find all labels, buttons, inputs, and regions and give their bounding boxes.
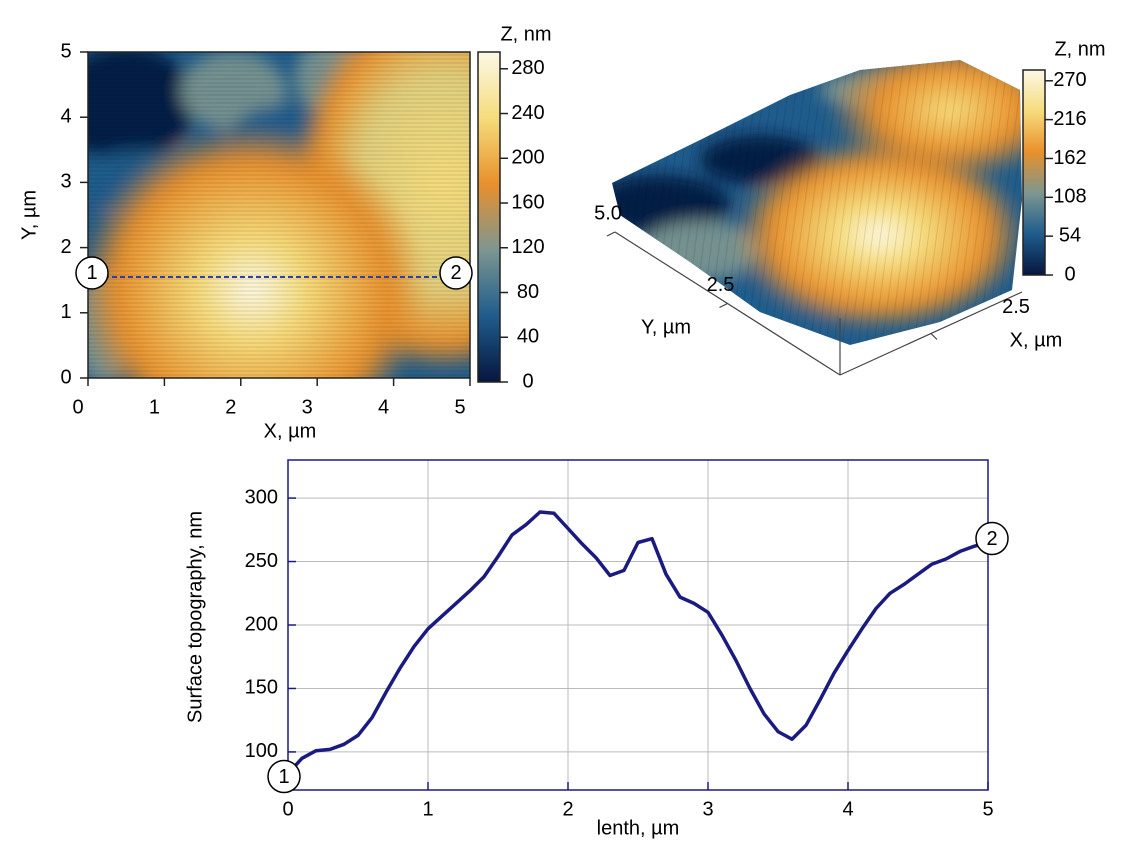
y-axis-label: Y, µm — [641, 316, 691, 338]
x-tick-label: 3 — [702, 798, 713, 820]
colorbar-title: Z, nm — [500, 23, 551, 45]
x-tick-label: 2.5 — [1002, 296, 1030, 318]
colorbar-tick-label: 54 — [1059, 224, 1081, 246]
colorbar-tick-label: 108 — [1053, 186, 1086, 208]
point-label: 2 — [450, 262, 461, 284]
afm-surface — [560, 40, 1072, 360]
profile-curve — [288, 512, 988, 774]
point-label: 2 — [986, 528, 997, 550]
y-tick-label: 250 — [245, 550, 278, 572]
image-region — [77, 125, 427, 455]
x-axis-label: lenth, µm — [597, 817, 680, 839]
colorbar-tick-label: 120 — [511, 236, 544, 258]
x-tick-label: 0 — [282, 798, 293, 820]
colorbar — [478, 52, 500, 382]
x-tick-label: 4 — [842, 798, 853, 820]
colorbar-tick-label: 240 — [511, 102, 544, 124]
x-axis-label: X, µm — [1010, 329, 1063, 351]
x-tick-label: 1 — [422, 798, 433, 820]
page: {"chart_data": [ {"type": "heatmap", "xl… — [0, 0, 1132, 841]
colorbar-tick-label: 200 — [511, 147, 544, 169]
image-streaks — [88, 55, 470, 375]
colorbar-tick-label: 280 — [511, 57, 544, 79]
colorbar-tick-label: 270 — [1053, 69, 1086, 91]
x-tick-label: 5 — [454, 396, 465, 418]
colorbar — [1023, 70, 1045, 275]
y-tick-label: 5 — [60, 40, 71, 62]
x-tick-label: 0 — [72, 396, 83, 418]
x-axis-label: X, µm — [264, 420, 317, 442]
colorbar-tick-label: 216 — [1053, 108, 1086, 130]
y-axis-label: Surface topography, nm — [184, 511, 206, 723]
y-tick-label: 1 — [60, 301, 71, 323]
y-axis-label: Y, µm — [18, 190, 40, 240]
y-tick-label: 100 — [245, 740, 278, 762]
y-tick-label: 300 — [245, 486, 278, 508]
x-tick-label: 2 — [225, 396, 236, 418]
y-tick-label: 200 — [245, 613, 278, 635]
y-tick-label: 4 — [60, 105, 71, 127]
colorbar-tick-label: 160 — [511, 191, 544, 213]
y-tick — [607, 232, 615, 236]
colorbar-tick-label: 80 — [517, 281, 539, 303]
x-tick-label: 5 — [982, 798, 993, 820]
y-tick-label: 2 — [60, 236, 71, 258]
y-tick-label: 150 — [245, 677, 278, 699]
x-tick-label: 1 — [149, 396, 160, 418]
x-tick-label: 2 — [562, 798, 573, 820]
colorbar-tick-label: 162 — [1053, 147, 1086, 169]
y-tick-label: 0 — [60, 366, 71, 388]
x-tick-label: 4 — [378, 396, 389, 418]
y-tick-label: 5.0 — [594, 202, 622, 224]
y-tick-label: 3 — [60, 171, 71, 193]
colorbar-title: Z, nm — [1054, 38, 1105, 60]
x-tick — [931, 334, 937, 340]
point-label: 1 — [86, 262, 97, 284]
figure: 012345012345X, µmY, µm120408012016020024… — [0, 0, 1132, 841]
colorbar-tick-label: 0 — [522, 370, 533, 392]
point-label: 1 — [278, 766, 289, 788]
colorbar-tick-label: 40 — [517, 326, 539, 348]
y-tick-label: 2.5 — [707, 274, 735, 296]
x-tick-label: 3 — [302, 396, 313, 418]
colorbar-tick-label: 0 — [1064, 263, 1075, 285]
y-tick — [720, 304, 728, 308]
